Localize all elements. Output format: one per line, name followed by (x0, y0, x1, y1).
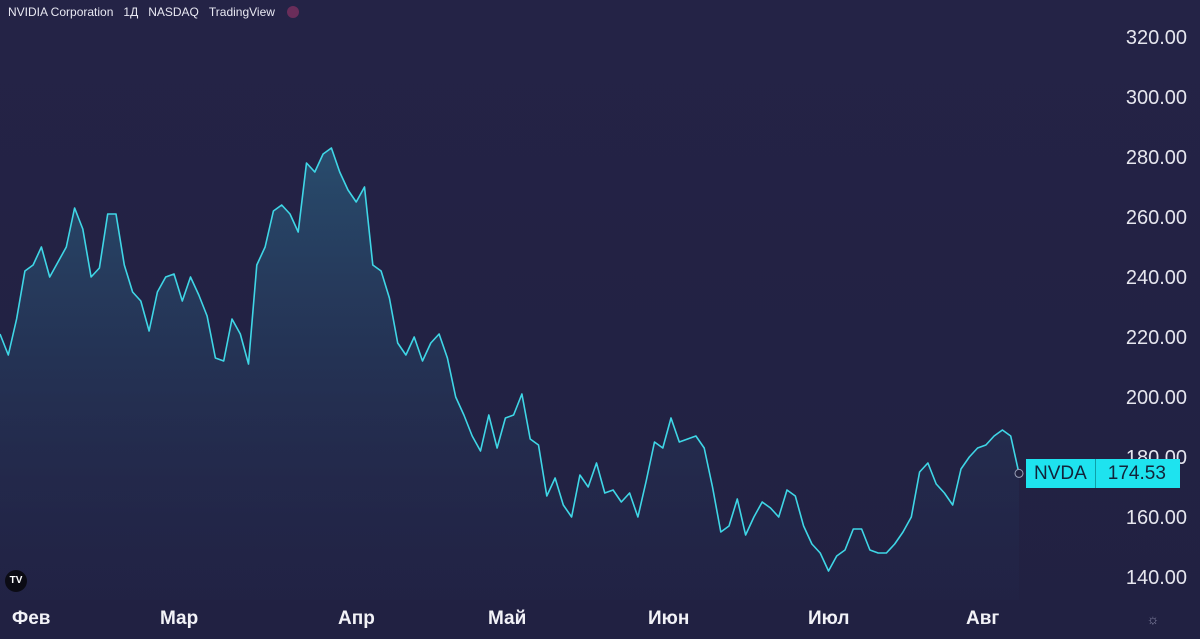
y-tick-label: 200.00 (1126, 387, 1187, 409)
settings-icon[interactable]: ☼ (1146, 611, 1160, 627)
exchange-label: NASDAQ (148, 5, 199, 19)
x-tick-label: Май (488, 608, 526, 629)
y-tick-label: 220.00 (1126, 327, 1187, 349)
y-tick-label: 320.00 (1126, 27, 1187, 49)
indicator-dot-icon[interactable] (286, 6, 299, 18)
chart-header: NVIDIA Corporation 1Д NASDAQ TradingView (8, 4, 299, 20)
interval-label[interactable]: 1Д (123, 5, 139, 19)
x-tick-label: Июн (648, 608, 689, 629)
symbol-name[interactable]: NVIDIA Corporation (8, 5, 114, 19)
y-tick-label: 260.00 (1126, 207, 1187, 229)
x-tick-label: Апр (338, 608, 375, 629)
x-tick-label: Авг (966, 608, 999, 629)
price-tag: NVDA 174.53 (1026, 459, 1180, 488)
price-series-line (0, 147, 1020, 572)
price-tag-value: 174.53 (1107, 463, 1166, 484)
last-price-marker (1014, 468, 1024, 478)
provider-label: TradingView (208, 5, 275, 19)
price-area (0, 148, 1019, 600)
y-tick-label: 240.00 (1126, 267, 1187, 289)
tradingview-logo-icon[interactable]: TV (5, 570, 27, 592)
y-tick-label: 160.00 (1126, 507, 1187, 529)
y-tick-label: 140.00 (1126, 567, 1187, 589)
price-tag-symbol: NVDA (1026, 459, 1096, 488)
y-tick-label: 300.00 (1126, 87, 1187, 109)
x-tick-label: Июл (808, 608, 849, 629)
x-tick-label: Фев (12, 608, 50, 629)
x-tick-label: Мар (160, 608, 198, 629)
y-tick-label: 280.00 (1126, 147, 1187, 169)
